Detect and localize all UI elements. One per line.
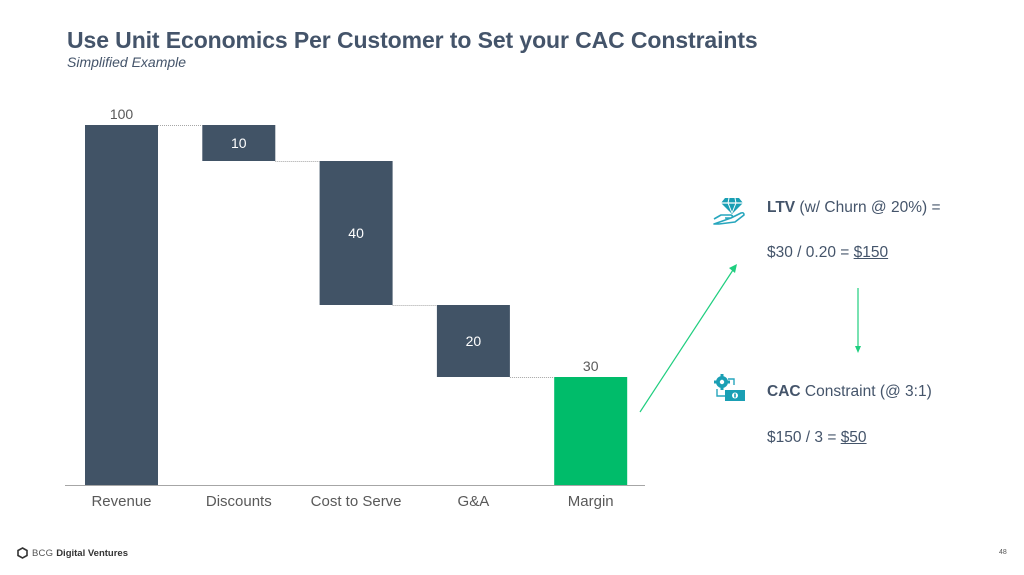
- category-label: Discounts: [206, 493, 272, 510]
- page-number: 48: [999, 549, 1007, 556]
- ltv-label-rest: (w/ Churn @ 20%) =: [795, 199, 941, 216]
- value-label: 30: [583, 358, 599, 374]
- bar-revenue: [85, 125, 158, 485]
- ltv-label-bold: LTV: [767, 199, 796, 216]
- arrow-ltv-to-cac: [855, 288, 861, 353]
- cac-label-bold: CAC: [767, 383, 801, 400]
- ltv-label: LTV (w/ Churn @ 20%) =: [767, 199, 941, 217]
- ltv-result: $150: [853, 244, 889, 261]
- cac-formula: $150 / 3 = $50: [767, 429, 867, 447]
- category-label: Cost to Serve: [311, 493, 402, 510]
- value-label: 10: [231, 135, 247, 151]
- category-label: Revenue: [91, 493, 151, 510]
- cac-formula-text: $150 / 3 =: [767, 429, 841, 446]
- ltv-formula-text: $30 / 0.20 =: [767, 244, 854, 261]
- slide-subtitle: Simplified Example: [67, 54, 187, 70]
- bar-cost-to-serve: [319, 161, 393, 305]
- ltv-formula: $30 / 0.20 = $150: [767, 244, 888, 262]
- value-label: 40: [348, 225, 364, 241]
- slide-title: Use Unit Economics Per Customer to Set y…: [67, 27, 758, 53]
- cac-label: CAC Constraint (@ 3:1): [767, 383, 932, 401]
- brand-name-light: BCG: [32, 547, 54, 559]
- footer-logo: BCG Digital Ventures: [17, 547, 128, 559]
- value-label: 20: [466, 333, 482, 349]
- arrow-margin-to-ltv: [639, 264, 737, 413]
- hand-holding-diamond-icon: [713, 197, 745, 225]
- bar-margin: [554, 377, 628, 485]
- cac-result: $50: [840, 429, 867, 446]
- hexagon-outline-icon: [17, 547, 28, 559]
- bar-discounts: [202, 125, 276, 161]
- gear-to-money-icon: [714, 374, 745, 401]
- value-label: 100: [110, 106, 134, 122]
- category-label: G&A: [458, 493, 490, 510]
- bar-g-a: [436, 305, 510, 377]
- cac-label-rest: Constraint (@ 3:1): [800, 383, 932, 400]
- brand-name-bold: Digital Ventures: [56, 547, 128, 559]
- category-label: Margin: [568, 493, 614, 510]
